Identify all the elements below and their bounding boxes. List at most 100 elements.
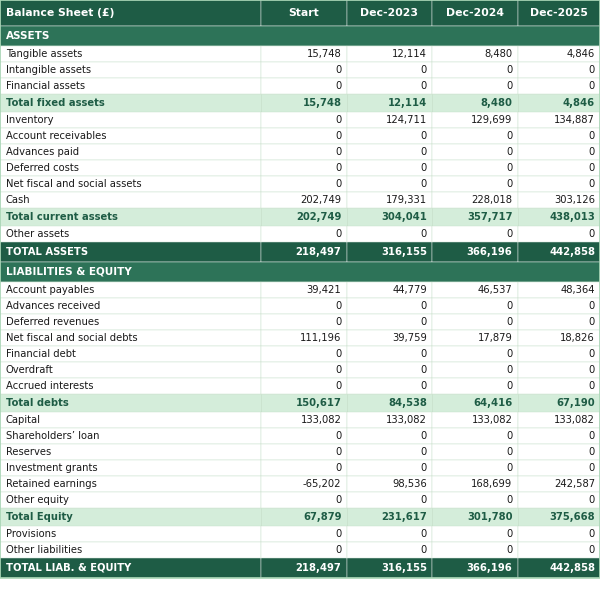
Bar	[261, 78, 347, 94]
Text: 0: 0	[589, 65, 595, 75]
Bar	[0, 242, 261, 262]
Bar	[432, 94, 517, 112]
Text: TOTAL LIAB. & EQUITY: TOTAL LIAB. & EQUITY	[6, 563, 131, 573]
Text: 133,082: 133,082	[301, 415, 341, 425]
Text: 44,779: 44,779	[392, 285, 427, 295]
Text: Financial assets: Financial assets	[6, 81, 85, 91]
Bar	[517, 226, 600, 242]
Text: 0: 0	[506, 431, 512, 441]
Bar	[517, 160, 600, 176]
Text: 0: 0	[421, 301, 427, 311]
Text: Deferred revenues: Deferred revenues	[6, 317, 99, 327]
Text: 129,699: 129,699	[471, 115, 512, 125]
Text: 0: 0	[335, 317, 341, 327]
Bar	[517, 444, 600, 460]
Bar	[432, 428, 517, 444]
Text: Start: Start	[289, 8, 319, 18]
Text: 0: 0	[421, 365, 427, 375]
Bar	[261, 226, 347, 242]
Bar	[347, 94, 432, 112]
Text: 64,416: 64,416	[473, 398, 512, 408]
Text: 0: 0	[335, 229, 341, 239]
Text: 0: 0	[506, 163, 512, 173]
Bar	[347, 112, 432, 128]
Bar	[0, 78, 261, 94]
Bar	[347, 282, 432, 298]
Text: 134,887: 134,887	[554, 115, 595, 125]
Text: 133,082: 133,082	[554, 415, 595, 425]
Text: 67,190: 67,190	[556, 398, 595, 408]
Bar	[261, 128, 347, 144]
Text: Dec-2023: Dec-2023	[360, 8, 418, 18]
Bar	[261, 144, 347, 160]
Text: 12,114: 12,114	[392, 49, 427, 59]
Bar	[517, 282, 600, 298]
Bar	[261, 298, 347, 314]
Text: 124,711: 124,711	[386, 115, 427, 125]
Bar	[261, 492, 347, 508]
Text: Investment grants: Investment grants	[6, 463, 98, 473]
Bar	[0, 62, 261, 78]
Bar	[0, 226, 261, 242]
Bar	[347, 428, 432, 444]
Bar	[517, 476, 600, 492]
Text: 0: 0	[335, 179, 341, 189]
Text: Balance Sheet (£): Balance Sheet (£)	[6, 8, 115, 18]
Bar	[0, 298, 261, 314]
Bar	[347, 444, 432, 460]
Text: Other assets: Other assets	[6, 229, 69, 239]
Bar	[0, 26, 600, 46]
Text: 0: 0	[421, 81, 427, 91]
Bar	[517, 298, 600, 314]
Text: 179,331: 179,331	[386, 195, 427, 205]
Text: 0: 0	[589, 365, 595, 375]
Bar	[347, 558, 432, 578]
Bar	[517, 394, 600, 412]
Text: 0: 0	[421, 131, 427, 141]
Text: 0: 0	[506, 179, 512, 189]
Text: 0: 0	[421, 163, 427, 173]
Text: 0: 0	[421, 147, 427, 157]
Text: Cash: Cash	[6, 195, 31, 205]
Text: 0: 0	[335, 81, 341, 91]
Text: 0: 0	[335, 131, 341, 141]
Bar	[517, 428, 600, 444]
Text: Inventory: Inventory	[6, 115, 53, 125]
Bar	[261, 394, 347, 412]
Text: Total fixed assets: Total fixed assets	[6, 98, 105, 108]
Bar	[0, 144, 261, 160]
Text: 0: 0	[335, 447, 341, 457]
Bar	[432, 282, 517, 298]
Bar	[517, 412, 600, 428]
Text: 0: 0	[589, 381, 595, 391]
Bar	[347, 460, 432, 476]
Text: Account payables: Account payables	[6, 285, 94, 295]
Text: Shareholders’ loan: Shareholders’ loan	[6, 431, 100, 441]
Bar	[0, 460, 261, 476]
Bar	[432, 330, 517, 346]
Text: 133,082: 133,082	[386, 415, 427, 425]
Text: 218,497: 218,497	[296, 563, 341, 573]
Bar	[261, 192, 347, 208]
Bar	[347, 0, 432, 26]
Bar	[432, 78, 517, 94]
Bar	[347, 176, 432, 192]
Bar	[0, 314, 261, 330]
Text: TOTAL ASSETS: TOTAL ASSETS	[6, 247, 88, 257]
Text: 46,537: 46,537	[478, 285, 512, 295]
Bar	[347, 128, 432, 144]
Text: 366,196: 366,196	[467, 563, 512, 573]
Text: 0: 0	[506, 463, 512, 473]
Bar	[0, 330, 261, 346]
Bar	[432, 460, 517, 476]
Text: 150,617: 150,617	[296, 398, 341, 408]
Text: 0: 0	[506, 65, 512, 75]
Text: 0: 0	[589, 495, 595, 505]
Bar	[517, 460, 600, 476]
Text: 15,748: 15,748	[307, 49, 341, 59]
Bar	[347, 226, 432, 242]
Bar	[517, 112, 600, 128]
Bar	[0, 558, 261, 578]
Bar	[0, 492, 261, 508]
Text: Capital: Capital	[6, 415, 41, 425]
